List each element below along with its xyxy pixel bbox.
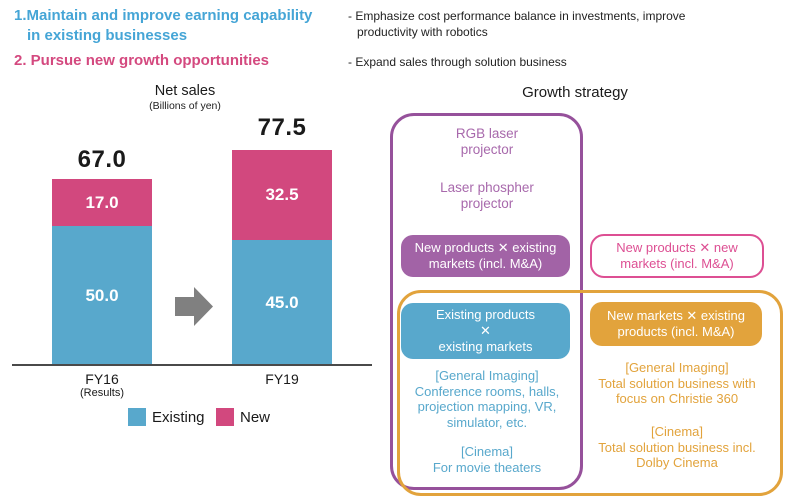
- orange-zone-general-imaging-text: [General Imaging] Total solution busines…: [598, 360, 756, 406]
- label-new-products-existing-markets: New products ✕ existing markets (incl. M…: [401, 235, 570, 277]
- legend-swatch-new: [216, 408, 234, 426]
- bar-segment-existing-fy19: 45.0: [232, 240, 332, 365]
- strategy-point-1-line1: 1.Maintain and improve earning capabilit…: [14, 7, 313, 24]
- segment-value-new-fy19: 32.5: [265, 185, 299, 204]
- label-existing-products-existing-markets: Existing products ✕ existing markets: [401, 303, 570, 359]
- orange-zone-outline: [397, 290, 783, 496]
- strategy-point-1-line2: in existing businesses: [27, 27, 188, 44]
- segment-value-new-fy16: 17.0: [85, 192, 119, 212]
- chart-subtitle: (Billions of yen): [149, 100, 221, 112]
- label-new-markets-existing-products: New markets ✕ existing products (incl. M…: [590, 302, 762, 346]
- total-label-fy16: 67.0: [77, 146, 127, 173]
- blue-zone-general-imaging-text: [General Imaging] Conference rooms, hall…: [414, 368, 560, 430]
- strategy-point-2: 2. Pursue new growth opportunities: [14, 52, 270, 69]
- strategy-point-1: 1.Maintain and improve earning capabilit…: [14, 6, 312, 46]
- blue-zone-cinema-text: [Cinema] For movie theaters: [432, 444, 542, 475]
- x-tick-fy16: FY16: [85, 371, 119, 387]
- chart-title: Net sales: [154, 83, 216, 99]
- bar-segment-new-fy19: 32.5: [232, 150, 332, 240]
- bar-fy16: 17.0 50.0: [52, 179, 152, 365]
- x-tick-fy16-note: (Results): [79, 387, 124, 399]
- bar-segment-new-fy16: 17.0: [52, 179, 152, 226]
- purple-zone-item-laser-phospher: Laser phospher projector: [440, 180, 534, 211]
- bullet-investments-line2: productivity with robotics: [357, 25, 488, 39]
- x-axis-line: [12, 364, 372, 366]
- bullet-solution: - Expand sales through solution business: [348, 54, 567, 70]
- label-new-products-new-markets: New products ✕ new markets (incl. M&A): [590, 234, 764, 278]
- right-arrow-icon: [175, 287, 213, 326]
- bullet-solution-line1: - Expand sales through solution business: [348, 55, 567, 69]
- purple-zone-outline: [390, 113, 583, 490]
- purple-zone-item-rgb-laser: RGB laser projector: [455, 126, 519, 157]
- segment-value-existing-fy19: 45.0: [265, 292, 299, 312]
- bullet-investments-line1: - Emphasize cost performance balance in …: [348, 9, 686, 23]
- total-label-fy19: 77.5: [257, 114, 307, 141]
- bar-fy19: 32.5 45.0: [232, 150, 332, 365]
- bar-segment-existing-fy16: 50.0: [52, 226, 152, 365]
- segment-value-existing-fy16: 50.0: [85, 285, 119, 305]
- bullet-investments: - Emphasize cost performance balance in …: [348, 8, 685, 40]
- diagram-title: Growth strategy: [522, 84, 628, 101]
- x-tick-fy19: FY19: [265, 371, 299, 387]
- orange-zone-cinema-text: [Cinema] Total solution business incl. D…: [598, 424, 756, 470]
- legend-swatch-existing: [128, 408, 146, 426]
- legend-label-existing: Existing: [152, 409, 205, 426]
- legend-label-new: New: [240, 409, 271, 426]
